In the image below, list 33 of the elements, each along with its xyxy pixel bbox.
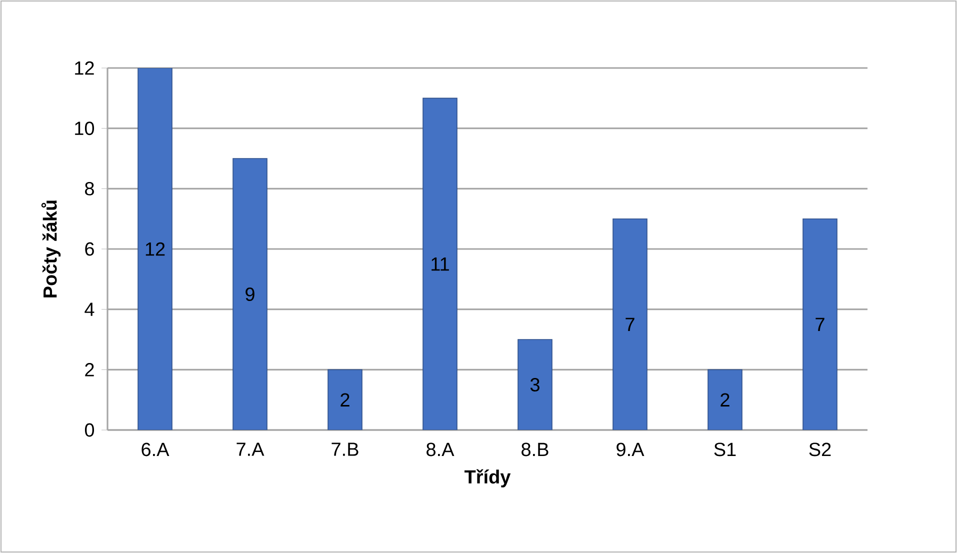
- bar: [708, 369, 742, 430]
- y-axis-title: Počty žáků: [41, 200, 61, 298]
- y-tick-label: 4: [84, 302, 94, 316]
- data-label: 7: [816, 318, 824, 331]
- y-tick-label: 6: [85, 242, 94, 256]
- y-tick-label: 10: [75, 122, 94, 136]
- data-label: 2: [720, 393, 730, 406]
- x-axis-title: Třídy: [464, 469, 511, 488]
- data-label: 12: [146, 242, 165, 256]
- x-tick-label: 8.B: [522, 442, 548, 456]
- bar: [802, 218, 838, 430]
- y-tick-label: 8: [85, 182, 94, 196]
- bar: [612, 218, 648, 430]
- bar: [138, 68, 172, 430]
- x-tick-label: S2: [809, 442, 831, 456]
- data-label: 9: [246, 288, 254, 301]
- bar: [422, 98, 458, 430]
- data-label: 2: [340, 393, 350, 406]
- x-tick-label: 7.A: [236, 442, 264, 456]
- data-label: 11: [432, 258, 449, 271]
- y-tick-label: 12: [75, 61, 94, 75]
- x-tick-label: 6.A: [142, 442, 170, 456]
- y-tick-label: 0: [84, 423, 94, 437]
- x-tick-label: 9.A: [616, 442, 644, 456]
- bar: [328, 369, 362, 430]
- x-tick-label: S1: [714, 442, 736, 456]
- bar: [518, 339, 552, 430]
- bar: [232, 158, 268, 430]
- data-label: 3: [530, 378, 540, 392]
- x-tick-label: 7.B: [332, 442, 358, 456]
- y-tick-label: 2: [85, 363, 94, 376]
- data-label: 7: [626, 318, 634, 331]
- x-tick-label: 8.A: [426, 442, 454, 456]
